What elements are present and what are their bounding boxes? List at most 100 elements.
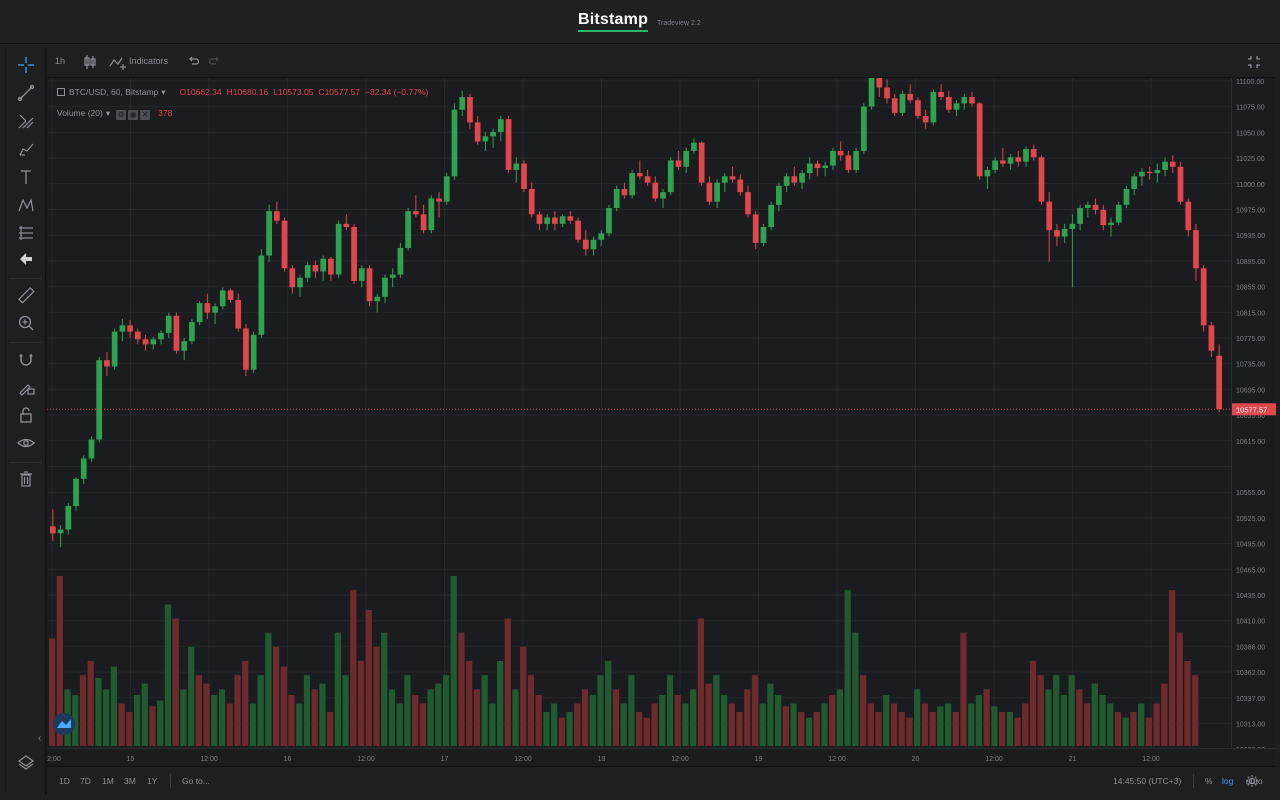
interval-button[interactable]: 1h	[55, 56, 65, 66]
candle-body	[297, 278, 303, 288]
volume-bar	[806, 718, 812, 746]
symbol-label[interactable]: BTC/USD, 60, Bitstamp	[69, 87, 158, 97]
candle-body	[150, 339, 156, 344]
volume-bar	[543, 712, 549, 746]
volume-bar	[474, 689, 480, 746]
range-1d[interactable]: 1D	[59, 776, 70, 786]
candle-body	[1023, 149, 1029, 162]
candle-body	[189, 322, 195, 341]
price-axis[interactable]: 11100.00 11075.00 11050.00 11025.00 11000.00…	[1231, 78, 1275, 748]
candle-body	[1209, 325, 1215, 350]
volume-bar	[327, 712, 333, 746]
time-axis[interactable]: 12:00 15 12:00 16 12:00 17 12:00 18 12:00 19 12:00…	[47, 748, 1275, 766]
trend-line-icon[interactable]	[16, 84, 36, 104]
volume-bar	[1014, 718, 1020, 746]
volume-bar	[930, 712, 936, 746]
volume-bar	[736, 712, 742, 746]
chevron-down-icon[interactable]: ▾	[106, 108, 110, 118]
candle-body	[421, 214, 427, 230]
candle-body	[838, 151, 844, 155]
volume-remove-icon[interactable]: ✕	[140, 110, 150, 120]
candle-body	[722, 176, 728, 182]
candle-body	[1070, 224, 1076, 229]
settings-icon[interactable]	[1245, 774, 1259, 793]
volume-bar	[466, 661, 472, 746]
magnet-icon[interactable]	[16, 350, 36, 370]
price-tick-label: 10386.00	[1236, 644, 1265, 651]
volume-bar	[559, 718, 565, 746]
chart-plot-area[interactable]	[47, 78, 1231, 748]
layers-icon[interactable]	[16, 754, 36, 774]
candle-body	[637, 173, 643, 176]
candle-body	[289, 268, 295, 287]
volume-bar	[574, 704, 580, 747]
volume-label[interactable]: Volume (20)	[57, 108, 103, 118]
range-3m[interactable]: 3M	[124, 776, 136, 786]
zoom-in-icon[interactable]	[16, 314, 36, 334]
brand-logo[interactable]: Bitstamp	[578, 11, 648, 32]
tradeview-logo-icon[interactable]	[53, 713, 75, 735]
volume-bar	[744, 689, 750, 746]
price-tick-label: 10435.00	[1236, 593, 1265, 600]
volume-bar	[443, 675, 449, 746]
lock-drawing-icon[interactable]	[16, 378, 36, 398]
price-tick-label: 10935.00	[1236, 233, 1265, 240]
pitchfork-icon[interactable]	[16, 112, 36, 132]
volume-bar	[381, 633, 387, 746]
goto-button[interactable]: Go to...	[182, 776, 210, 786]
price-tick-label: 10775.00	[1236, 336, 1265, 343]
price-tick-label: 10410.00	[1236, 619, 1265, 626]
arrow-left-icon[interactable]	[16, 250, 36, 270]
candle-body	[120, 325, 126, 331]
lock-icon[interactable]	[16, 406, 36, 426]
candle-body	[367, 268, 373, 301]
redo-icon[interactable]	[209, 55, 221, 69]
range-1m[interactable]: 1M	[102, 776, 114, 786]
volume-bar	[435, 684, 441, 746]
range-1y[interactable]: 1Y	[147, 776, 157, 786]
brush-icon[interactable]	[16, 140, 36, 160]
chevron-down-icon[interactable]: ▾	[161, 87, 165, 97]
volume-bar	[103, 689, 109, 746]
time-tick-label: 19	[755, 756, 763, 763]
crosshair-icon[interactable]	[16, 56, 36, 76]
candle-icon[interactable]	[83, 54, 97, 72]
ruler-icon[interactable]	[16, 286, 36, 306]
volume-hide-icon[interactable]: ◉	[128, 110, 138, 120]
volume-bar	[1007, 712, 1013, 746]
range-7d[interactable]: 7D	[80, 776, 91, 786]
log-toggle[interactable]: log	[1222, 776, 1233, 786]
indicators-icon[interactable]	[109, 54, 127, 72]
percent-toggle[interactable]: %	[1205, 776, 1213, 786]
chevron-left-icon[interactable]: ‹	[38, 733, 41, 744]
candle-body	[444, 176, 450, 201]
eye-icon[interactable]	[16, 434, 36, 454]
time-tick-label: 20	[912, 756, 920, 763]
legend-settings-icon[interactable]	[57, 88, 65, 96]
undo-icon[interactable]	[187, 55, 199, 69]
price-chart[interactable]	[47, 78, 1231, 748]
candle-body	[467, 97, 473, 122]
volume-bar	[196, 675, 202, 746]
fib-icon[interactable]	[16, 224, 36, 244]
trash-icon[interactable]	[16, 470, 36, 490]
volume-bar	[1130, 712, 1136, 746]
candle-body	[1216, 356, 1222, 409]
candle-body	[737, 179, 743, 192]
pattern-icon[interactable]	[16, 196, 36, 216]
volume-bar	[80, 675, 86, 746]
candle-body	[428, 198, 434, 230]
candle-body	[81, 458, 87, 478]
candle-body	[892, 98, 898, 113]
volume-bar	[250, 704, 256, 747]
volume-bar	[404, 675, 410, 746]
volume-settings-icon[interactable]: ⚙	[116, 110, 126, 120]
text-icon[interactable]	[16, 168, 36, 188]
toolbar-divider	[10, 278, 42, 279]
volume-bar	[551, 704, 557, 747]
candle-body	[668, 160, 674, 192]
candle-body	[614, 189, 620, 208]
fullscreen-icon[interactable]	[1247, 55, 1261, 71]
indicators-button[interactable]: Indicators	[129, 56, 168, 66]
volume-bar	[953, 712, 959, 746]
